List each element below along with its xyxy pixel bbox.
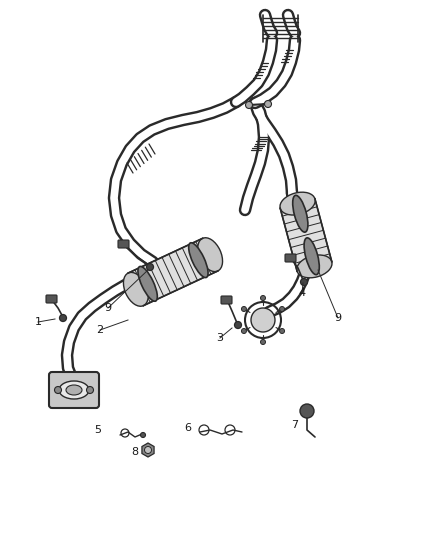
Text: 7: 7 xyxy=(291,420,299,430)
Ellipse shape xyxy=(189,243,208,278)
Circle shape xyxy=(265,101,272,108)
FancyBboxPatch shape xyxy=(49,372,99,408)
Circle shape xyxy=(279,306,285,311)
Text: 8: 8 xyxy=(131,447,138,457)
Ellipse shape xyxy=(297,255,332,278)
Polygon shape xyxy=(142,443,154,457)
Circle shape xyxy=(145,447,152,454)
Circle shape xyxy=(146,263,153,271)
Polygon shape xyxy=(280,199,332,271)
Text: 3: 3 xyxy=(216,333,223,343)
Ellipse shape xyxy=(304,238,319,274)
Circle shape xyxy=(54,386,61,393)
Text: 1: 1 xyxy=(35,317,42,327)
FancyBboxPatch shape xyxy=(46,295,57,303)
Circle shape xyxy=(241,328,247,334)
Circle shape xyxy=(300,404,314,418)
Circle shape xyxy=(279,328,285,334)
Text: 9: 9 xyxy=(104,303,112,313)
Text: 5: 5 xyxy=(95,425,102,435)
Circle shape xyxy=(261,295,265,301)
Text: 6: 6 xyxy=(184,423,191,433)
Circle shape xyxy=(251,308,275,332)
Text: 9: 9 xyxy=(335,313,342,323)
Circle shape xyxy=(141,432,145,438)
Ellipse shape xyxy=(66,385,82,395)
Ellipse shape xyxy=(293,195,308,232)
Circle shape xyxy=(246,101,252,109)
Circle shape xyxy=(241,306,247,311)
Text: 2: 2 xyxy=(96,325,103,335)
Ellipse shape xyxy=(280,192,315,215)
Circle shape xyxy=(60,314,67,321)
Circle shape xyxy=(300,279,307,286)
Circle shape xyxy=(234,321,241,328)
Text: 4: 4 xyxy=(298,288,306,298)
FancyBboxPatch shape xyxy=(118,240,129,248)
Ellipse shape xyxy=(59,381,89,399)
Ellipse shape xyxy=(198,238,223,272)
Ellipse shape xyxy=(138,266,157,301)
Ellipse shape xyxy=(124,272,148,306)
FancyBboxPatch shape xyxy=(285,254,296,262)
Circle shape xyxy=(86,386,93,393)
FancyBboxPatch shape xyxy=(221,296,232,304)
Circle shape xyxy=(261,340,265,344)
Polygon shape xyxy=(128,238,218,305)
